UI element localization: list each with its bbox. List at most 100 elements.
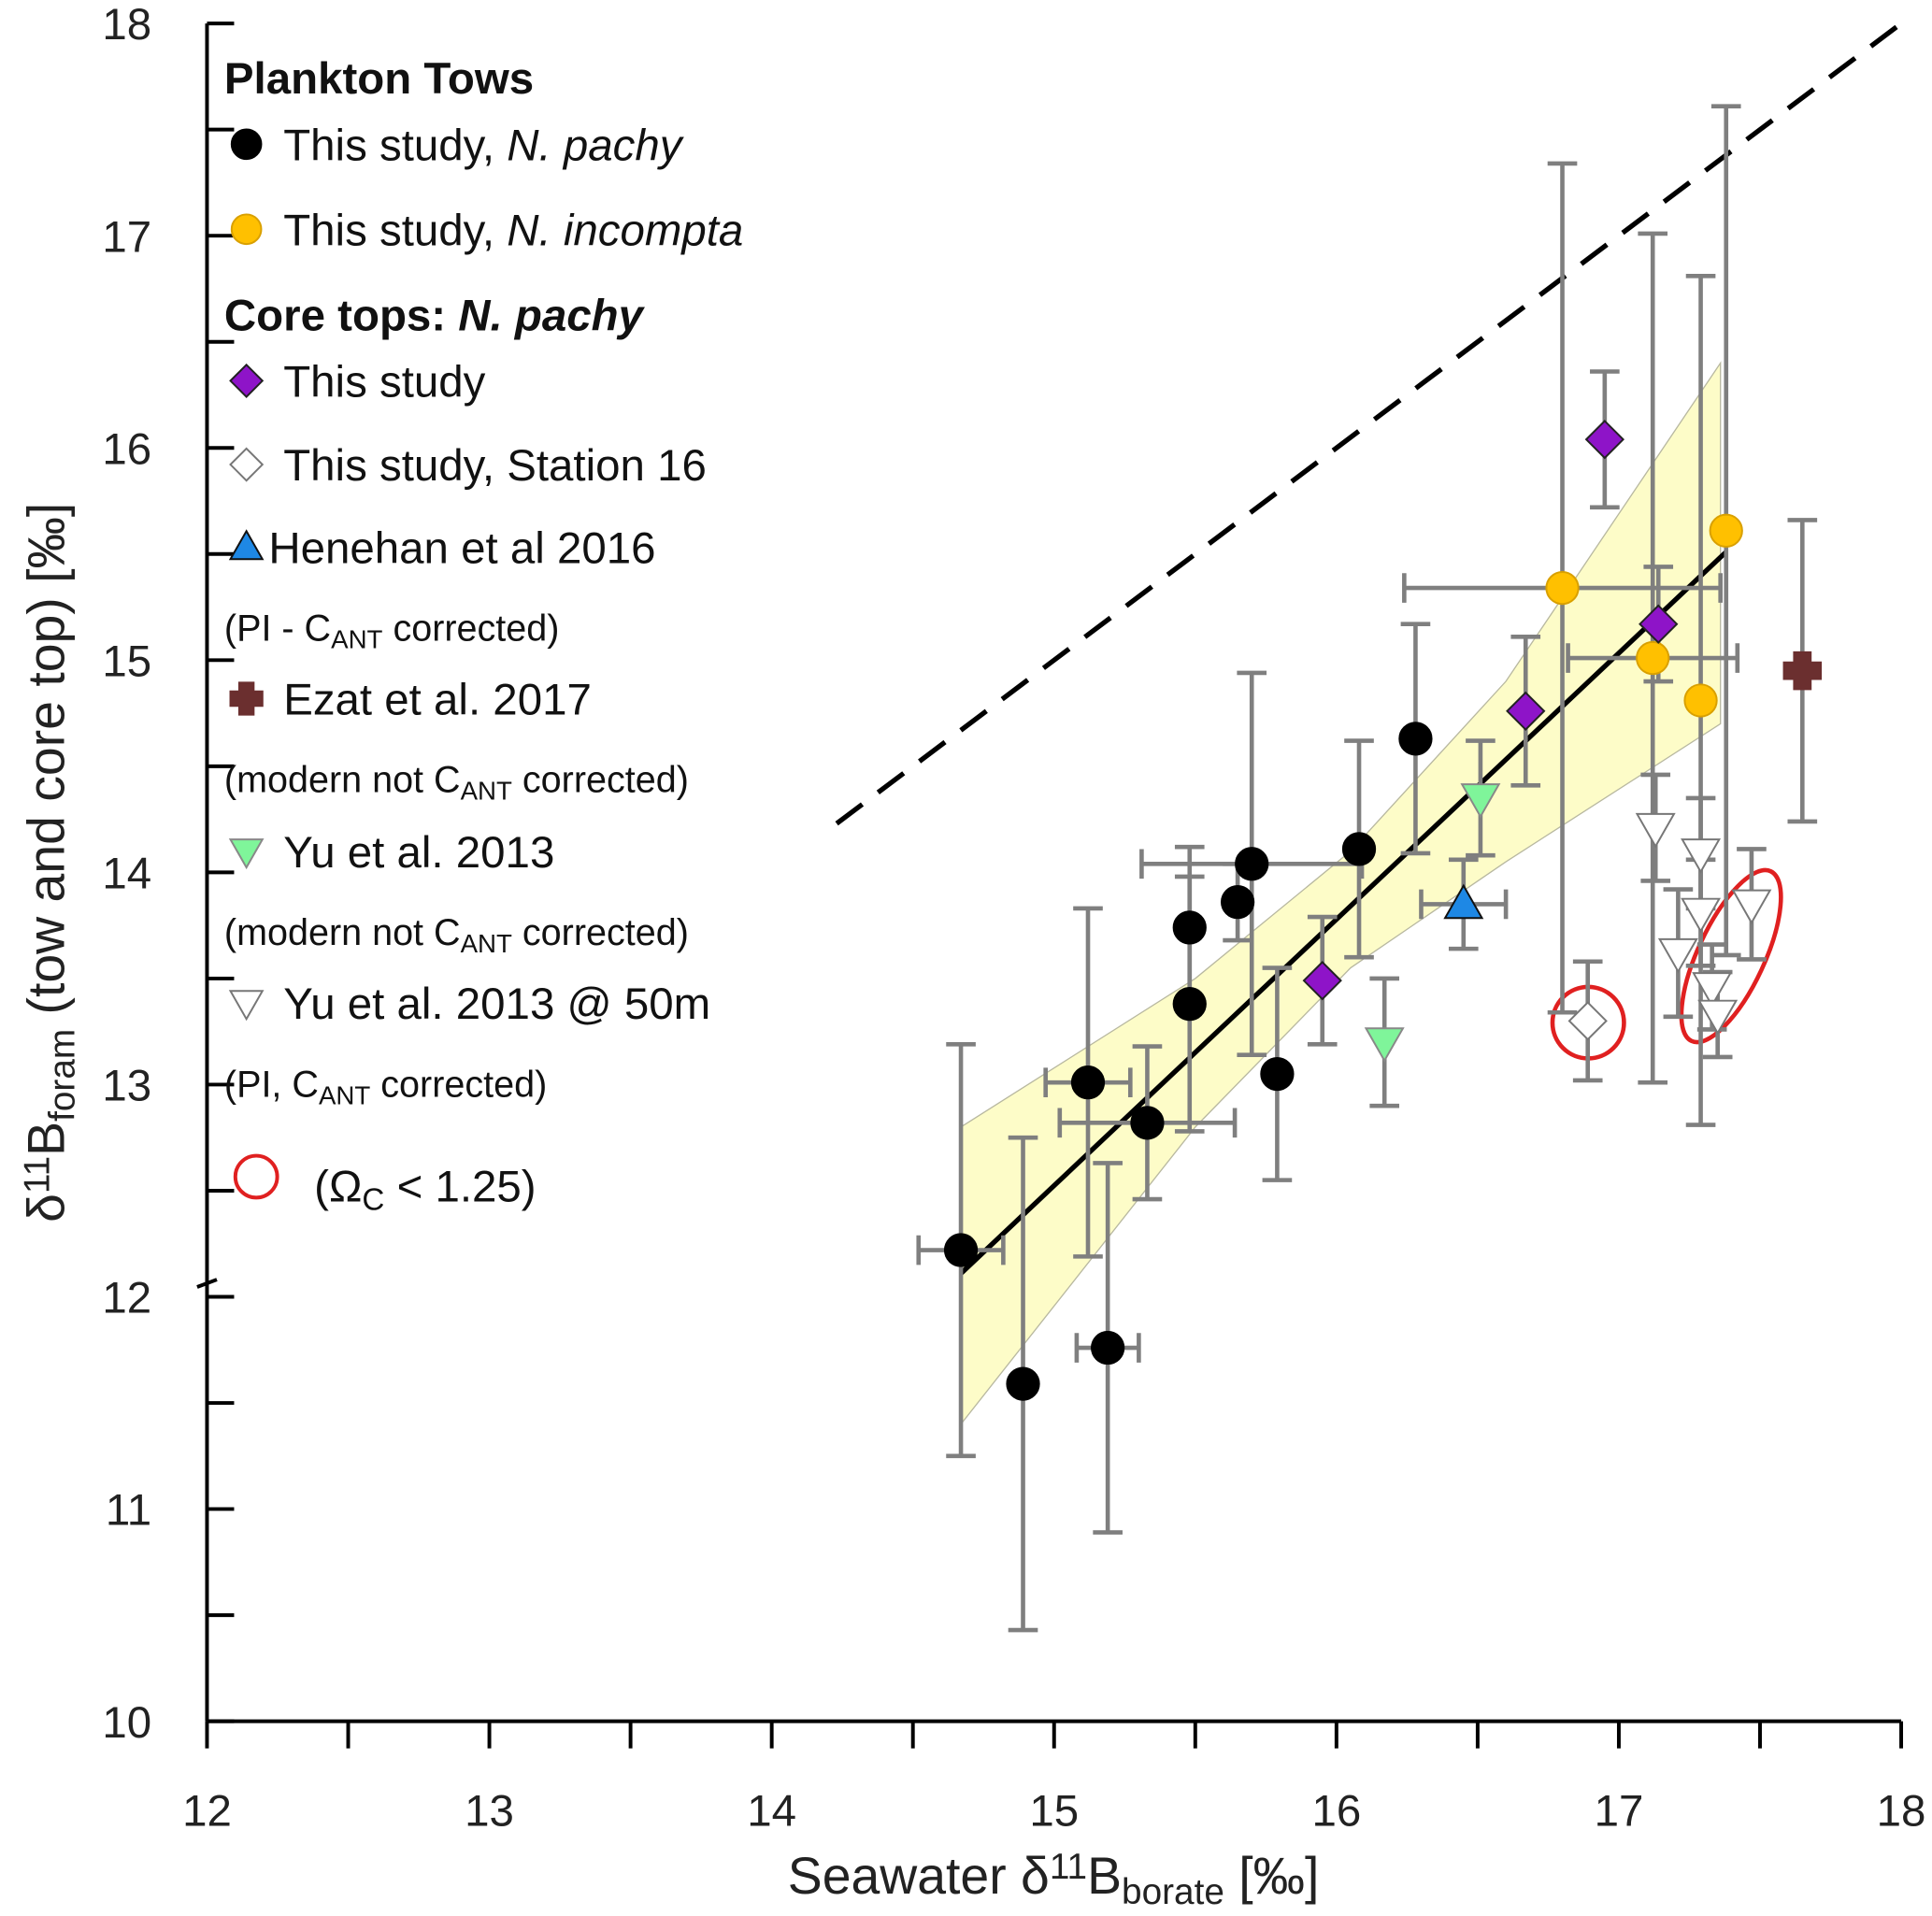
y-tick-label: 13 bbox=[102, 1062, 151, 1111]
point bbox=[1130, 1106, 1165, 1140]
text-part: corrected) bbox=[512, 760, 689, 801]
text-part: corrected) bbox=[512, 912, 689, 953]
point bbox=[1220, 885, 1255, 920]
point bbox=[1506, 691, 1546, 731]
x-tick-label: 17 bbox=[1595, 1787, 1644, 1837]
point bbox=[228, 529, 265, 561]
point bbox=[230, 213, 263, 246]
text-part: corrected) bbox=[370, 1064, 547, 1105]
legend-note: (modern not CANT corrected) bbox=[224, 760, 689, 806]
y-tick-label: 16 bbox=[102, 424, 151, 474]
text-part: [‰] bbox=[1224, 1847, 1320, 1905]
y-tick-label: 14 bbox=[102, 850, 151, 899]
text-part: 11 bbox=[1050, 1848, 1087, 1888]
point bbox=[230, 128, 263, 161]
legend-note: (PI - CANT corrected) bbox=[224, 608, 559, 654]
point bbox=[228, 990, 265, 1022]
text-part: This study bbox=[283, 358, 485, 408]
point bbox=[1260, 1056, 1295, 1092]
point bbox=[1172, 987, 1207, 1022]
y-axis-label: δ11Bforam (tow and core top) [‰] bbox=[18, 503, 83, 1223]
point bbox=[1635, 812, 1676, 849]
text-part: C bbox=[362, 1183, 384, 1218]
text-part: This study, bbox=[283, 206, 507, 255]
text-part: foram bbox=[42, 1029, 82, 1122]
y-tick-label: 15 bbox=[102, 636, 151, 686]
legend-header: Core tops: N. pachy bbox=[224, 291, 646, 340]
point bbox=[1302, 961, 1342, 1001]
text-part: B bbox=[1087, 1847, 1122, 1905]
point bbox=[1460, 783, 1501, 819]
point bbox=[1681, 897, 1722, 934]
legend-annotation-marker bbox=[233, 1153, 279, 1200]
point bbox=[229, 447, 265, 482]
point bbox=[1398, 722, 1433, 756]
legend-label: This study, N. incompta bbox=[283, 206, 743, 255]
point bbox=[943, 1233, 979, 1267]
text-part: This study, Station 16 bbox=[283, 441, 707, 491]
confidence-band bbox=[960, 361, 1722, 1426]
text-part: δ bbox=[18, 1194, 76, 1223]
point bbox=[1697, 999, 1739, 1036]
text-part: Plankton Tows bbox=[224, 54, 534, 104]
point bbox=[1692, 972, 1733, 1008]
point bbox=[229, 681, 264, 716]
text-part: ANT bbox=[461, 777, 512, 806]
y-tick-label: 12 bbox=[102, 1274, 151, 1323]
text-part: 11 bbox=[18, 1156, 58, 1194]
text-part: (PI, C bbox=[224, 1064, 319, 1105]
point bbox=[228, 838, 265, 870]
x-tick-label: 15 bbox=[1029, 1787, 1079, 1837]
point bbox=[1091, 1330, 1125, 1366]
text-part: N. incompta bbox=[507, 206, 743, 255]
legend-label: Yu et al. 2013 @ 50m bbox=[283, 979, 710, 1029]
y-tick-label: 18 bbox=[102, 0, 151, 50]
text-part: Yu et al. 2013 bbox=[283, 828, 554, 878]
text-part: (modern not C bbox=[224, 760, 461, 801]
point bbox=[1364, 1027, 1405, 1063]
point bbox=[1584, 419, 1625, 460]
legend-label: This study bbox=[283, 358, 485, 408]
legend-label: This study, N. pachy bbox=[283, 121, 685, 170]
text-part: (Ω bbox=[314, 1162, 362, 1211]
point bbox=[1172, 910, 1207, 945]
point bbox=[1709, 513, 1743, 548]
text-part: corrected) bbox=[382, 608, 559, 650]
text-part: B bbox=[18, 1122, 76, 1156]
point bbox=[1006, 1366, 1040, 1401]
y-tick-label: 17 bbox=[102, 212, 151, 262]
point bbox=[1636, 640, 1670, 676]
text-part: (modern not C bbox=[224, 912, 461, 953]
one-to-one-line bbox=[835, 21, 1903, 826]
point bbox=[1683, 683, 1718, 718]
text-part: ANT bbox=[461, 929, 512, 958]
text-part: borate bbox=[1122, 1872, 1224, 1912]
point bbox=[1731, 889, 1772, 925]
text-part: Seawater δ bbox=[788, 1847, 1050, 1905]
point bbox=[1443, 883, 1484, 920]
text-part: N. pachy bbox=[507, 121, 684, 170]
point bbox=[1235, 847, 1269, 881]
legend-note: (PI, CANT corrected) bbox=[224, 1064, 547, 1109]
axis-break bbox=[196, 1278, 218, 1289]
legend-header: Plankton Tows bbox=[224, 54, 534, 104]
text-part: This study, bbox=[283, 121, 507, 170]
point bbox=[1070, 1065, 1106, 1100]
point bbox=[1681, 838, 1722, 874]
legend-label: This study, Station 16 bbox=[283, 441, 707, 491]
point bbox=[1639, 604, 1679, 644]
legend-annotation-label: (ΩC < 1.25) bbox=[314, 1162, 536, 1217]
legend-label: Henehan et al 2016 bbox=[268, 524, 655, 574]
text-part: Henehan et al 2016 bbox=[268, 524, 655, 574]
legend-label: Ezat et al. 2017 bbox=[283, 676, 592, 725]
text-part: Core tops: bbox=[224, 291, 458, 340]
point bbox=[1545, 570, 1580, 606]
point bbox=[1782, 651, 1823, 691]
x-tick-label: 16 bbox=[1311, 1787, 1361, 1837]
text-part: < 1.25) bbox=[384, 1162, 536, 1211]
y-tick-label: 11 bbox=[106, 1486, 151, 1536]
x-tick-label: 14 bbox=[747, 1787, 796, 1837]
text-part: Yu et al. 2013 @ 50m bbox=[283, 979, 710, 1029]
